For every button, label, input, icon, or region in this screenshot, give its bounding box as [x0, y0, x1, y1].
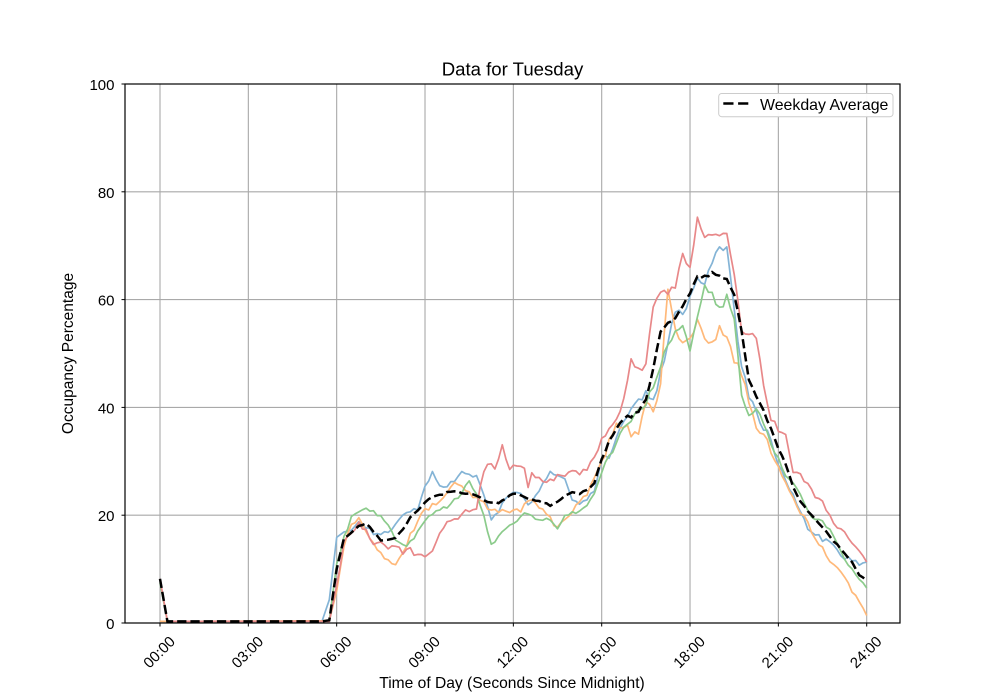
svg-text:20: 20	[98, 508, 115, 525]
svg-text:Time of Day (Seconds Since Mid: Time of Day (Seconds Since Midnight)	[379, 675, 645, 692]
svg-text:60: 60	[98, 293, 115, 310]
svg-text:Weekday Average: Weekday Average	[760, 97, 889, 114]
svg-text:0: 0	[106, 616, 114, 633]
svg-text:Data for Tuesday: Data for Tuesday	[442, 58, 584, 79]
svg-text:Occupancy Percentage: Occupancy Percentage	[60, 273, 77, 434]
svg-text:80: 80	[98, 185, 115, 202]
svg-text:40: 40	[98, 400, 115, 417]
svg-text:100: 100	[89, 77, 114, 94]
